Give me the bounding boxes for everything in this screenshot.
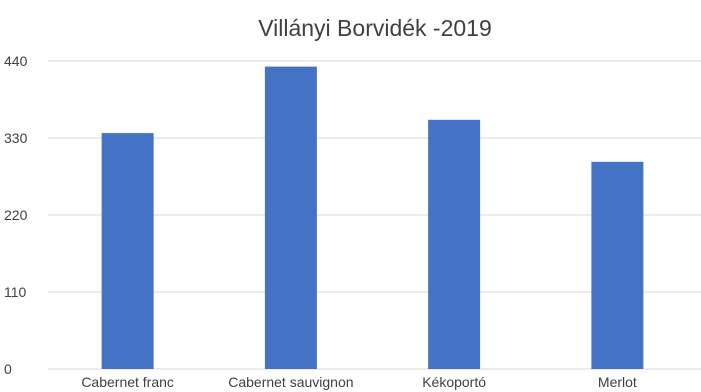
y-tick-label-110: 110 <box>4 284 27 300</box>
bar-merlot <box>591 161 644 369</box>
bars <box>101 66 644 369</box>
y-tick-label-0: 0 <box>4 361 12 377</box>
bar-cabernet-sauvignon <box>264 66 317 369</box>
x-category-label: Cabernet sauvignon <box>228 374 353 390</box>
bar-k-koport- <box>428 119 481 369</box>
y-tick-label-440: 440 <box>4 53 28 69</box>
y-tick-label-220: 220 <box>4 207 28 223</box>
y-axis-tick-labels: 0 110 220 330 440 <box>4 53 28 377</box>
x-axis-category-labels: Cabernet franc Cabernet sauvignon Kékoport… <box>81 374 637 390</box>
bar-cabernet-franc <box>101 133 154 369</box>
x-category-label: Kékoportó <box>422 374 486 390</box>
y-tick-label-330: 330 <box>4 130 28 146</box>
x-category-label: Merlot <box>598 374 637 390</box>
chart-title: Villányi Borvidék -2019 <box>258 15 492 41</box>
x-category-label: Cabernet franc <box>81 374 174 390</box>
